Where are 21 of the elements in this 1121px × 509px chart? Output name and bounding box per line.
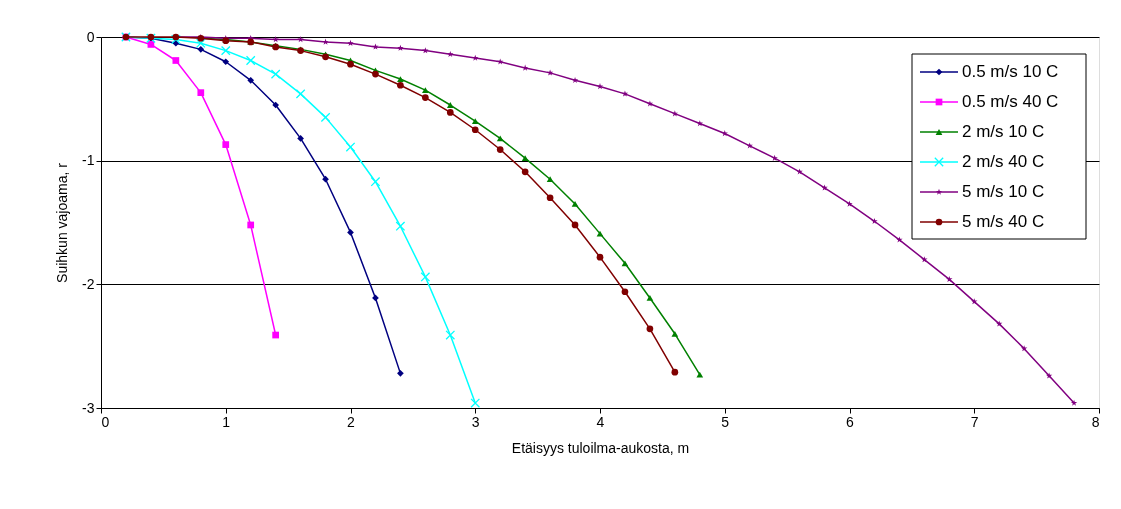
x-tick-label: 7	[970, 413, 979, 430]
y-tick-label: -1	[82, 152, 95, 169]
y-tick-label: -3	[82, 399, 95, 416]
x-axis-title: Etäisyys tuloilma-aukosta, m	[511, 439, 690, 456]
legend-label: 2 m/s 10 C	[962, 122, 1045, 141]
legend-label: 2 m/s 40 C	[962, 152, 1045, 171]
x-tick-label: 2	[347, 413, 356, 430]
x-tick-label: 0	[101, 413, 110, 430]
y-axis-title: Suihkun vajoama, r	[54, 162, 71, 283]
x-tick-label: 8	[1091, 413, 1100, 430]
x-tick-label: 6	[846, 413, 855, 430]
legend-label: 0.5 m/s 10 C	[962, 62, 1059, 81]
legend-label: 5 m/s 40 C	[962, 212, 1045, 231]
x-tick-label: 5	[721, 413, 730, 430]
x-tick-label: 4	[596, 413, 605, 430]
x-tick-label: 1	[222, 413, 231, 430]
legend-label: 0.5 m/s 40 C	[962, 92, 1059, 111]
x-tick-label: 3	[471, 413, 480, 430]
y-tick-label: 0	[86, 28, 95, 45]
y-tick-label: -2	[82, 275, 95, 292]
legend-label: 5 m/s 10 C	[962, 182, 1045, 201]
